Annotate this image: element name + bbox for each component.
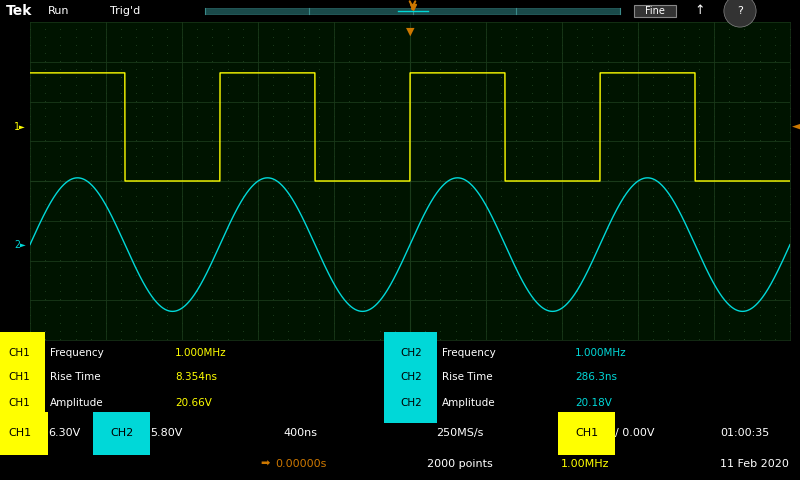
Text: CH2: CH2 — [400, 348, 422, 358]
Text: Trig'd: Trig'd — [110, 6, 140, 16]
Text: 0.00000s: 0.00000s — [275, 459, 326, 469]
Text: 1.000MHz: 1.000MHz — [575, 348, 626, 358]
Text: 20.18V: 20.18V — [575, 397, 612, 408]
Text: 2000 points: 2000 points — [427, 459, 493, 469]
Text: Run: Run — [48, 6, 70, 16]
Text: CH1: CH1 — [8, 372, 30, 383]
Text: 11 Feb 2020: 11 Feb 2020 — [720, 459, 789, 469]
Text: 286.3ns: 286.3ns — [575, 372, 617, 383]
Text: ?: ? — [737, 6, 743, 16]
Text: Fine: Fine — [645, 6, 665, 16]
Text: 8.354ns: 8.354ns — [175, 372, 217, 383]
Text: Amplitude: Amplitude — [50, 397, 104, 408]
Text: ↑: ↑ — [694, 4, 706, 17]
Text: 5.80V: 5.80V — [150, 428, 182, 438]
Text: CH1: CH1 — [8, 428, 31, 438]
Text: CH1: CH1 — [575, 428, 598, 438]
Text: 20.66V: 20.66V — [175, 397, 212, 408]
Text: Tek: Tek — [6, 4, 32, 18]
Text: CH2: CH2 — [110, 428, 134, 438]
Text: / 0.00V: / 0.00V — [615, 428, 654, 438]
Text: 400ns: 400ns — [283, 428, 317, 438]
Text: 01:00:35: 01:00:35 — [720, 428, 770, 438]
Text: CH2: CH2 — [400, 372, 422, 383]
Text: Frequency: Frequency — [50, 348, 104, 358]
Text: Rise Time: Rise Time — [442, 372, 493, 383]
Text: CH1: CH1 — [8, 397, 30, 408]
Text: ▼: ▼ — [406, 27, 414, 37]
Text: Frequency: Frequency — [442, 348, 496, 358]
Text: 6.30V: 6.30V — [48, 428, 80, 438]
Text: 250MS/s: 250MS/s — [436, 428, 484, 438]
Text: 1.000MHz: 1.000MHz — [175, 348, 226, 358]
Text: Amplitude: Amplitude — [442, 397, 496, 408]
Text: 2►: 2► — [14, 240, 26, 250]
Text: ◄: ◄ — [793, 120, 800, 133]
Text: CH2: CH2 — [400, 397, 422, 408]
Text: 1►: 1► — [14, 122, 26, 132]
Text: CH1: CH1 — [8, 348, 30, 358]
FancyBboxPatch shape — [634, 5, 676, 17]
Text: Rise Time: Rise Time — [50, 372, 101, 383]
Text: 1.00MHz: 1.00MHz — [561, 459, 610, 469]
Text: ➡: ➡ — [261, 459, 270, 469]
Bar — [205, 8, 620, 14]
